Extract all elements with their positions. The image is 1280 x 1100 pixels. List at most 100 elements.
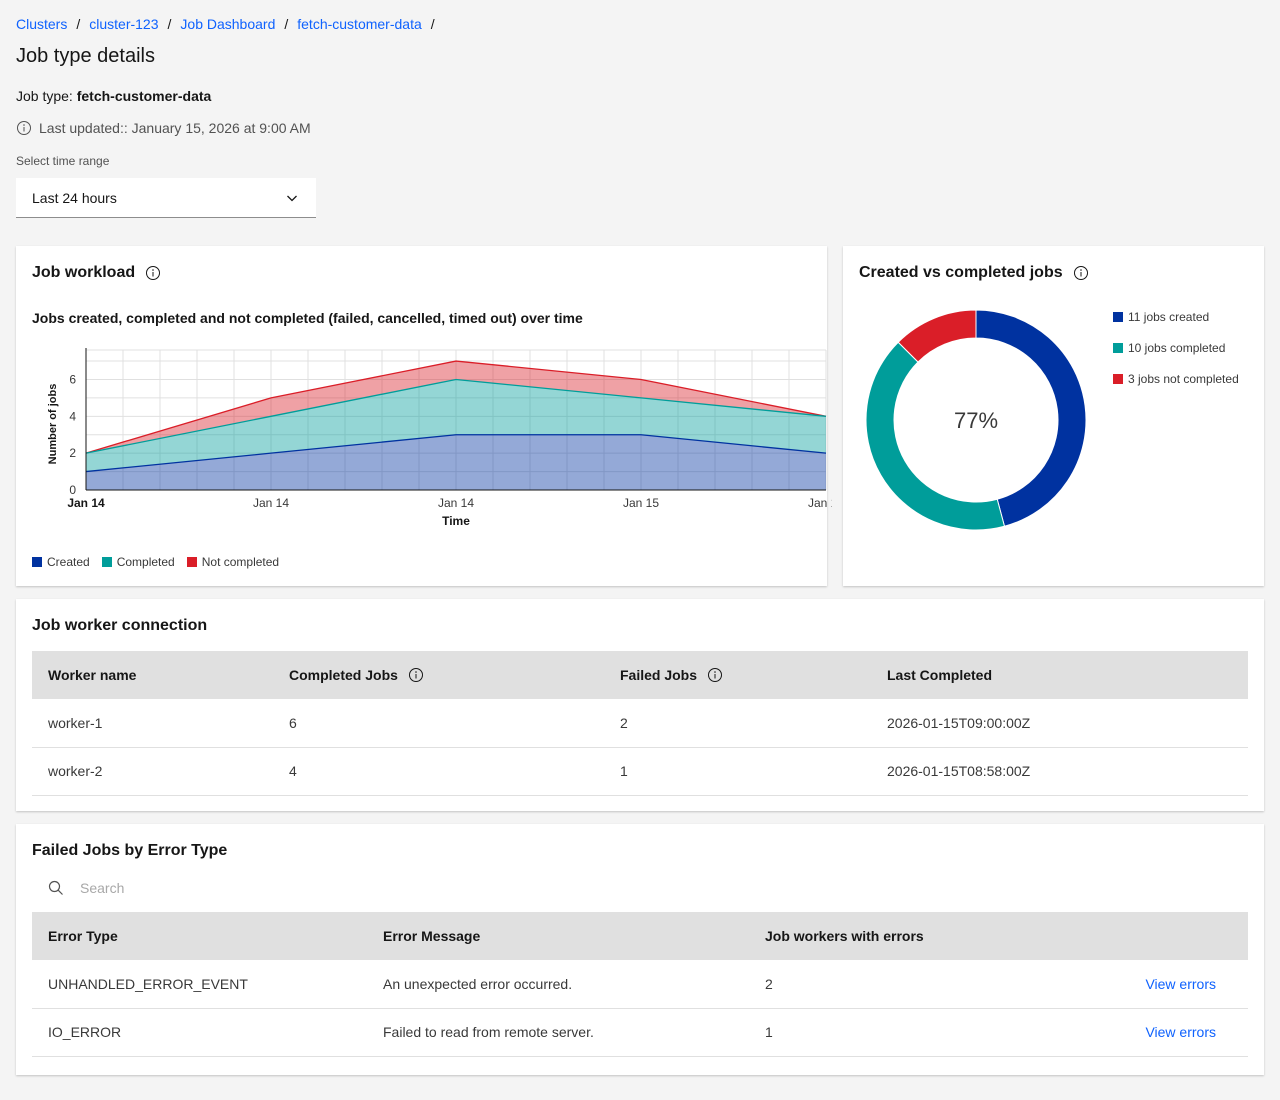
legend-swatch xyxy=(1113,312,1123,322)
job-type-value: fetch-customer-data xyxy=(76,88,212,104)
job-type-line: Job type: fetch-customer-data xyxy=(16,88,211,104)
donut-chart: 77% xyxy=(865,309,1087,531)
completed-jobs: 6 xyxy=(273,699,604,748)
y-axis-label: Number of jobs xyxy=(47,384,59,465)
info-icon[interactable] xyxy=(1073,265,1089,281)
view-errors-link[interactable]: View errors xyxy=(1145,975,1216,992)
table-row[interactable]: UNHANDLED_ERROR_EVENT An unexpected erro… xyxy=(32,960,1248,1009)
search-placeholder: Search xyxy=(80,880,125,896)
view-errors-cell: View errors xyxy=(1079,960,1248,1009)
legend-swatch xyxy=(186,557,197,567)
error-message: An unexpected error occurred. xyxy=(367,960,749,1009)
legend-swatch xyxy=(1113,374,1123,384)
breadcrumb-separator: / xyxy=(284,16,289,32)
legend-item-jobs-completed[interactable]: 10 jobs completed xyxy=(1113,341,1239,372)
column-header-label: Completed Jobs xyxy=(289,667,398,683)
last-updated: Last updated:: January 15, 2026 at 9:00 … xyxy=(16,120,311,136)
table-row[interactable]: worker-2 4 1 2026-01-15T08:58:00Z xyxy=(32,747,1248,796)
column-header[interactable]: Error Type xyxy=(32,912,367,960)
x-tick-label: Jan 14 xyxy=(253,496,289,510)
legend-swatch xyxy=(1113,343,1123,353)
last-completed: 2026-01-15T09:00:00Z xyxy=(871,699,1248,748)
column-header[interactable]: Worker name xyxy=(32,651,273,699)
legend-swatch xyxy=(32,557,42,567)
donut-card-title: Created vs completed jobs xyxy=(859,264,1089,282)
errors-table: Error Type Error Message Job workers wit… xyxy=(32,912,1248,1057)
job-workload-title-text: Job workload xyxy=(32,264,136,281)
time-range-dropdown[interactable]: Last 24 hours xyxy=(16,178,316,218)
legend-swatch xyxy=(101,557,112,567)
job-workers-with-errors: 1 xyxy=(749,1008,1079,1057)
failed-jobs: 2 xyxy=(604,699,871,748)
legend-label: Not completed xyxy=(201,555,280,569)
y-tick-label: 6 xyxy=(69,372,76,386)
errors-title: Failed Jobs by Error Type xyxy=(32,842,228,859)
y-tick-label: 0 xyxy=(69,483,76,497)
table-row[interactable]: IO_ERROR Failed to read from remote serv… xyxy=(32,1008,1248,1057)
info-icon[interactable] xyxy=(707,667,723,683)
donut-card-title-text: Created vs completed jobs xyxy=(859,264,1063,281)
x-tick-label: Jan 15 xyxy=(808,496,832,510)
breadcrumb-clusters[interactable]: Clusters xyxy=(16,16,68,32)
view-errors-link[interactable]: View errors xyxy=(1145,1024,1216,1040)
column-header-label: Last Completed xyxy=(887,667,993,683)
error-type: IO_ERROR xyxy=(32,1008,367,1057)
column-header-label: Failed Jobs xyxy=(620,667,698,683)
failed-jobs: 1 xyxy=(604,747,871,796)
chart-subtitle: Jobs created, completed and not complete… xyxy=(32,310,583,326)
created-vs-completed-card: Created vs completed jobs 77% 11 jobs cr… xyxy=(843,246,1264,586)
line-series-completed xyxy=(85,378,827,454)
legend-label: 10 jobs completed xyxy=(1128,341,1226,355)
breadcrumb: Clusters / cluster-123 / Job Dashboard /… xyxy=(16,16,444,32)
breadcrumb-job-type[interactable]: fetch-customer-data xyxy=(297,16,422,32)
donut-legend: 11 jobs created 10 jobs completed 3 jobs… xyxy=(1113,310,1239,403)
breadcrumb-separator: / xyxy=(430,16,435,32)
donut-slice-not-completed[interactable] xyxy=(897,309,977,363)
chart-legend: Created Completed Not completed xyxy=(32,555,279,569)
breadcrumb-cluster[interactable]: cluster-123 xyxy=(89,16,159,32)
column-header[interactable]: Failed Jobs xyxy=(604,651,871,699)
area-chart: 0 2 4 6 Jan 14 Jan 14 Jan 14 Jan 15 Jan 15 Time Nu… xyxy=(47,348,832,528)
job-workload-card: Job workload Jobs created, completed and… xyxy=(16,246,832,586)
legend-item-created[interactable]: Created xyxy=(32,555,90,569)
legend-item-jobs-not-completed[interactable]: 3 jobs not completed xyxy=(1113,372,1239,403)
area-series-not-completed[interactable] xyxy=(86,361,826,454)
y-tick-label: 4 xyxy=(69,409,76,423)
time-range-label: Select time range xyxy=(16,154,110,168)
breadcrumb-job-dashboard[interactable]: Job Dashboard xyxy=(180,16,276,32)
job-workers-with-errors: 2 xyxy=(749,960,1079,1009)
column-header[interactable]: Error Message xyxy=(367,912,749,960)
last-updated-text: Last updated:: January 15, 2026 at 9:00 … xyxy=(39,120,311,136)
column-header[interactable]: Completed Jobs xyxy=(273,651,604,699)
info-icon[interactable] xyxy=(408,667,424,683)
legend-label: 11 jobs created xyxy=(1128,310,1210,324)
workers-title: Job worker connection xyxy=(32,617,208,634)
line-series-created xyxy=(85,434,827,473)
legend-item-jobs-created[interactable]: 11 jobs created xyxy=(1113,310,1239,341)
chevron-down-icon xyxy=(287,195,297,201)
x-axis-label: Time xyxy=(442,514,470,528)
job-worker-connection-card: Job worker connection Worker name Comple… xyxy=(16,599,1264,811)
column-header xyxy=(1079,912,1248,960)
failed-jobs-by-error-type-card: Failed Jobs by Error Type Search Error T… xyxy=(16,824,1264,1075)
completed-jobs: 4 xyxy=(273,747,604,796)
search-input[interactable]: Search xyxy=(32,868,1248,908)
donut-slice-created[interactable] xyxy=(975,309,1087,527)
x-tick-label: Jan 15 xyxy=(623,496,659,510)
area-series-completed[interactable] xyxy=(86,379,826,472)
worker-name: worker-2 xyxy=(32,747,273,796)
column-header-label: Worker name xyxy=(48,667,137,683)
column-header[interactable]: Last Completed xyxy=(871,651,1248,699)
legend-item-completed[interactable]: Completed xyxy=(101,555,175,569)
view-errors-cell: View errors xyxy=(1079,1008,1248,1057)
search-icon xyxy=(48,880,63,895)
legend-item-not-completed[interactable]: Not completed xyxy=(186,555,280,569)
column-header[interactable]: Job workers with errors xyxy=(749,912,1079,960)
info-icon[interactable] xyxy=(145,265,161,281)
error-type: UNHANDLED_ERROR_EVENT xyxy=(32,960,367,1009)
area-series-created[interactable] xyxy=(86,434,826,490)
time-range-value: Last 24 hours xyxy=(32,189,117,206)
table-row[interactable]: worker-1 6 2 2026-01-15T09:00:00Z xyxy=(32,699,1248,748)
donut-slice-completed[interactable] xyxy=(865,341,1006,531)
worker-name: worker-1 xyxy=(32,699,273,748)
